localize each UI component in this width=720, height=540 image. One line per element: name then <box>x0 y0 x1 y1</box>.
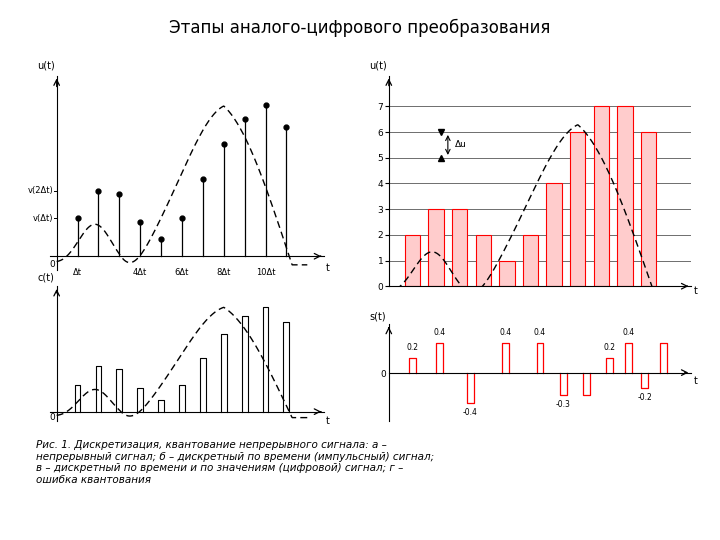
Bar <box>523 235 539 286</box>
Bar <box>428 209 444 286</box>
Text: t: t <box>693 376 698 386</box>
Bar <box>570 132 585 286</box>
Text: 10Δt: 10Δt <box>256 268 275 277</box>
Text: 0.2: 0.2 <box>406 343 418 353</box>
Text: 0.4: 0.4 <box>534 328 546 338</box>
Bar <box>499 260 515 286</box>
Text: -0.4: -0.4 <box>463 408 477 417</box>
Text: Δu: Δu <box>455 140 467 150</box>
Text: 0: 0 <box>50 413 55 422</box>
Text: 0: 0 <box>381 370 387 379</box>
Bar <box>476 235 491 286</box>
Bar <box>617 106 633 286</box>
Text: 8Δt: 8Δt <box>217 268 231 277</box>
Text: 0.4: 0.4 <box>499 328 511 338</box>
Text: Рис. 1. Дискретизация, квантование непрерывного сигнала: а –
непрерывный сигнал;: Рис. 1. Дискретизация, квантование непре… <box>36 440 434 485</box>
Text: Δt: Δt <box>73 268 82 277</box>
Text: v(2Δt): v(2Δt) <box>28 186 53 195</box>
Bar <box>594 106 609 286</box>
Text: 0.4: 0.4 <box>622 328 634 338</box>
Text: t: t <box>693 286 698 296</box>
Bar <box>405 235 420 286</box>
Text: 0.2: 0.2 <box>604 343 616 353</box>
Text: c(t): c(t) <box>37 273 55 282</box>
Text: s(t): s(t) <box>370 312 387 322</box>
Text: u(t): u(t) <box>369 60 387 70</box>
Bar <box>452 209 467 286</box>
Bar <box>546 184 562 286</box>
Text: 4Δt: 4Δt <box>133 268 148 277</box>
Text: t: t <box>326 263 330 273</box>
Text: 0: 0 <box>50 260 55 268</box>
Bar <box>641 132 657 286</box>
Text: 6Δt: 6Δt <box>175 268 189 277</box>
Text: 0.4: 0.4 <box>434 328 446 338</box>
Text: t: t <box>326 416 330 427</box>
Text: u(t): u(t) <box>37 60 55 70</box>
Text: -0.2: -0.2 <box>637 393 652 402</box>
Text: v(Δt): v(Δt) <box>33 214 53 223</box>
Text: Этапы аналого-цифрового преобразования: Этапы аналого-цифрового преобразования <box>169 19 551 37</box>
Text: -0.3: -0.3 <box>556 400 571 409</box>
